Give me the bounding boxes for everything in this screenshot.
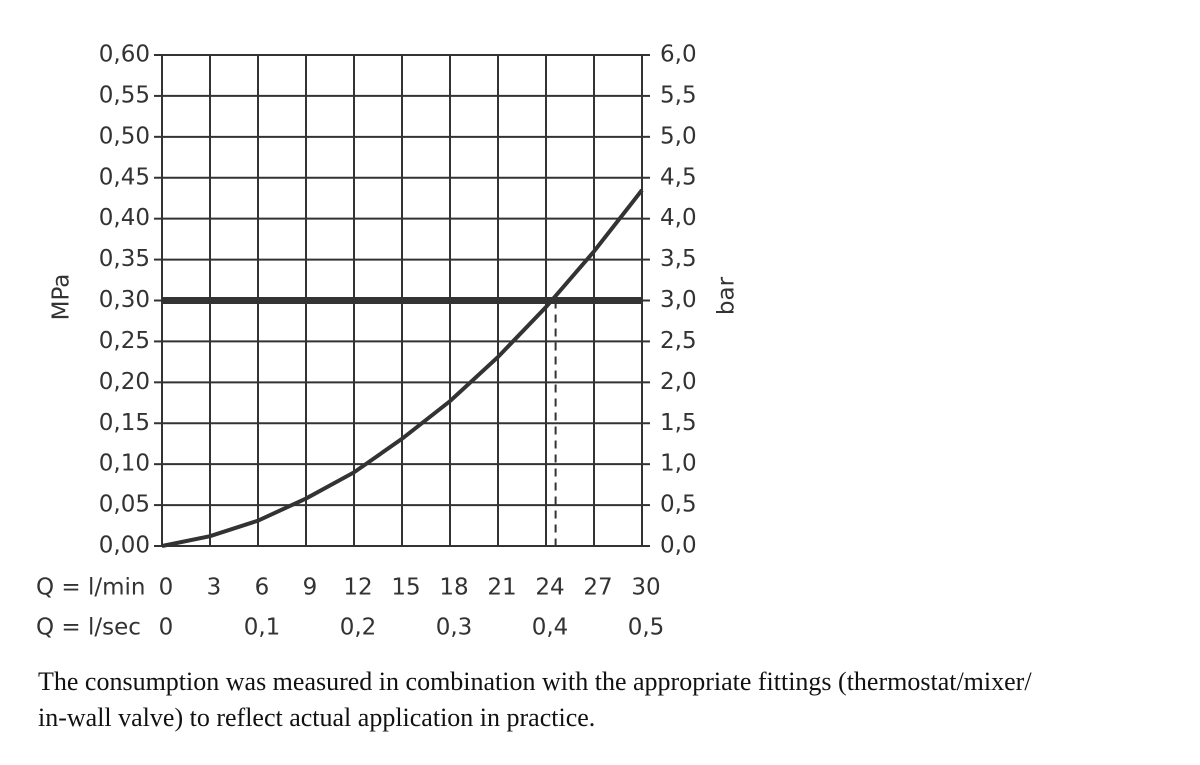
y2-tick-label: 5,0 (660, 123, 697, 149)
y-tick-label: 0,45 (99, 164, 150, 190)
y-tick-label: 0,00 (99, 533, 150, 559)
y-tick-label: 0,20 (99, 369, 150, 395)
y-tick-label: 0,25 (99, 328, 150, 354)
x2-tick-label: 0 (159, 615, 174, 641)
y-axis-label: MPa (49, 274, 75, 321)
y-tick-label: 0,30 (99, 287, 150, 313)
y2-tick-label: 2,5 (660, 328, 697, 354)
x-tick-label: 18 (439, 575, 468, 601)
caption: in-wall valve) to reflect actual applica… (38, 703, 595, 732)
y2-tick-label: 0,5 (660, 492, 697, 518)
curve (161, 188, 644, 548)
x-tick-label: 27 (583, 575, 612, 601)
y-tick-label: 0,55 (99, 82, 150, 108)
y2-tick-label: 0,0 (660, 533, 697, 559)
caption: The consumption was measured in combinat… (38, 667, 1032, 696)
y2-tick-label: 4,5 (660, 164, 697, 190)
y2-tick-label: 2,0 (660, 369, 697, 395)
y2-tick-label: 6,0 (660, 42, 697, 68)
y-tick-label: 0,05 (99, 492, 150, 518)
x2-tick-label: 0,1 (244, 615, 281, 641)
x2-tick-label: 0,5 (628, 615, 665, 641)
y-tick-label: 0,60 (99, 42, 150, 68)
x2-axis-label: Q = l/sec (36, 615, 141, 641)
y-tick-label: 0,50 (99, 123, 150, 149)
x2-tick-label: 0,3 (436, 615, 473, 641)
x-tick-label: 21 (487, 575, 516, 601)
x-tick-label: 30 (631, 575, 660, 601)
y2-tick-label: 4,0 (660, 205, 697, 231)
x-tick-label: 12 (343, 575, 372, 601)
y2-tick-label: 3,5 (660, 246, 697, 272)
y-tick-label: 0,40 (99, 205, 150, 231)
x-tick-label: 15 (391, 575, 420, 601)
y2-tick-label: 1,5 (660, 410, 697, 436)
x-tick-label: 0 (159, 575, 174, 601)
y2-tick-label: 1,0 (660, 451, 697, 477)
x2-tick-label: 0,2 (340, 615, 377, 641)
y2-tick-label: 5,5 (660, 82, 697, 108)
x-tick-label: 24 (535, 575, 564, 601)
y-tick-label: 0,35 (99, 246, 150, 272)
x2-tick-label: 0,4 (532, 615, 569, 641)
y2-axis-label: bar (714, 276, 740, 315)
x-tick-label: 9 (303, 575, 318, 601)
y-tick-label: 0,10 (99, 451, 150, 477)
x-axis-label: Q = l/min (36, 575, 146, 601)
x-tick-label: 3 (207, 575, 222, 601)
y-tick-label: 0,15 (99, 410, 150, 436)
y2-tick-label: 3,0 (660, 287, 697, 313)
x-tick-label: 6 (255, 575, 270, 601)
